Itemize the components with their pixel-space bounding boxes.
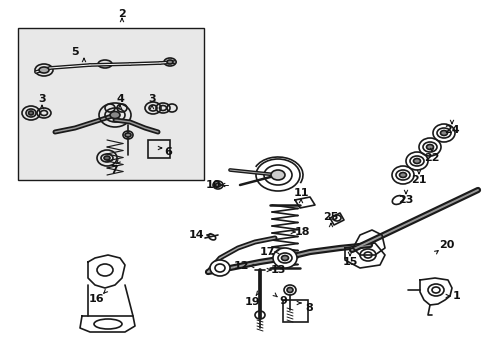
Text: 2: 2 [118,9,125,19]
Ellipse shape [427,284,443,296]
Ellipse shape [286,288,292,292]
Text: 6: 6 [164,147,172,157]
Ellipse shape [167,60,173,64]
Text: 20: 20 [438,240,454,250]
Text: 25: 25 [323,212,338,222]
Ellipse shape [104,156,110,160]
Text: 8: 8 [305,303,312,313]
Text: 3: 3 [148,94,156,104]
Text: 7: 7 [110,165,118,175]
Ellipse shape [272,248,296,268]
Text: 24: 24 [443,125,459,135]
Ellipse shape [39,67,49,73]
Text: 11: 11 [293,188,308,198]
Text: 14: 14 [188,230,203,240]
Ellipse shape [270,170,285,180]
Bar [148,140,170,158]
Ellipse shape [209,260,229,276]
Text: 21: 21 [410,175,426,185]
Ellipse shape [284,285,295,295]
Ellipse shape [28,111,34,115]
Text: 1: 1 [452,291,460,301]
Text: 13: 13 [270,265,285,275]
Ellipse shape [399,172,406,177]
Text: 12: 12 [233,261,248,271]
Ellipse shape [94,319,122,329]
Text: 23: 23 [398,195,413,205]
Text: 10: 10 [205,180,220,190]
Text: 4: 4 [116,94,123,104]
Text: 18: 18 [294,227,309,237]
Text: 5: 5 [71,47,79,57]
Bar [283,300,307,322]
Text: 9: 9 [279,296,286,306]
Ellipse shape [440,130,447,135]
Ellipse shape [215,183,220,187]
Bar [18,28,203,180]
Ellipse shape [413,158,420,163]
Text: 15: 15 [342,257,357,267]
Ellipse shape [110,112,120,118]
Ellipse shape [97,264,113,276]
Ellipse shape [281,256,288,261]
Ellipse shape [359,249,375,261]
Text: 22: 22 [424,153,439,163]
Text: 17: 17 [259,247,274,257]
Text: 19: 19 [244,297,259,307]
Text: 16: 16 [89,294,104,304]
Ellipse shape [426,144,433,149]
Text: 3: 3 [38,94,46,104]
Ellipse shape [125,133,131,137]
